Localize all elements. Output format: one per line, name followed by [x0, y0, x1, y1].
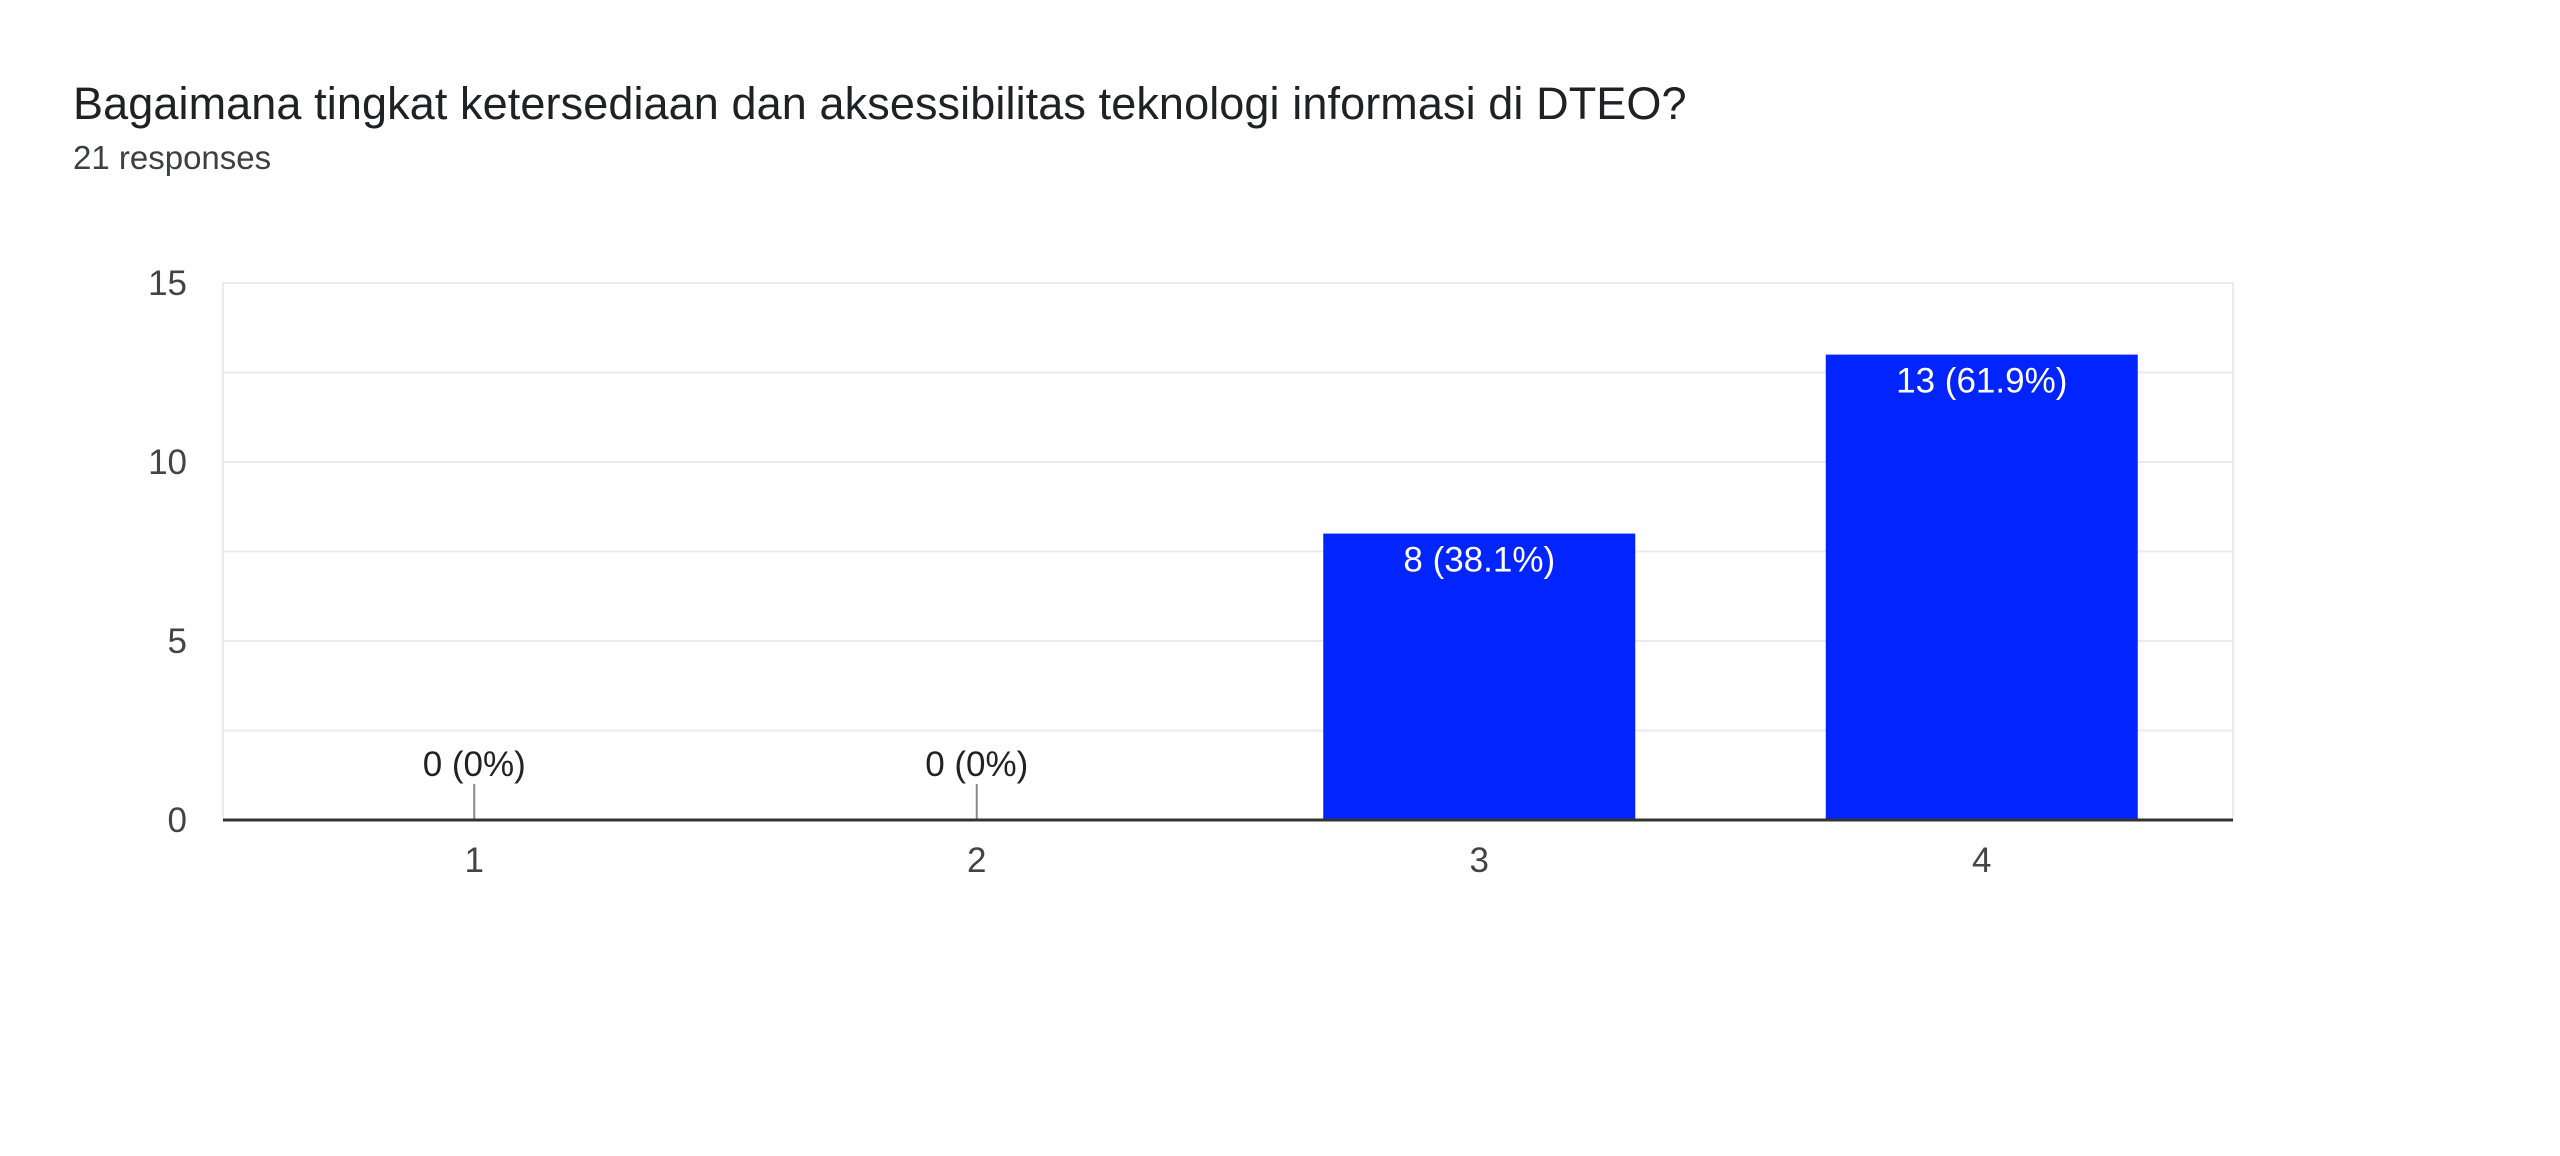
data-label: 0 (0%): [423, 745, 526, 784]
data-label: 13 (61.9%): [1896, 362, 2067, 401]
chart-title: Bagaimana tingkat ketersediaan dan akses…: [73, 78, 1687, 129]
x-tick-label: 2: [967, 841, 986, 880]
x-axis-ticks: 1 2 3 4: [465, 841, 1992, 880]
data-label: 0 (0%): [925, 745, 1028, 784]
bar: [1323, 533, 1636, 820]
y-axis-ticks: 0 5 10 15: [148, 264, 187, 840]
x-tick-label: 1: [465, 841, 484, 880]
x-tick-label: 4: [1972, 841, 1991, 880]
bars: [473, 354, 2138, 820]
y-tick-label: 5: [168, 622, 187, 661]
x-tick-label: 3: [1470, 841, 1489, 880]
data-label: 8 (38.1%): [1403, 541, 1555, 580]
y-tick-label: 10: [148, 443, 187, 482]
y-tick-label: 0: [168, 801, 187, 840]
chart-header: Bagaimana tingkat ketersediaan dan akses…: [73, 72, 1687, 180]
data-labels: 0 (0%) 0 (0%) 8 (38.1%) 13 (61.9%): [423, 362, 2068, 784]
bar: [1825, 354, 2138, 820]
y-tick-label: 15: [148, 264, 187, 303]
response-count: 21 responses: [73, 139, 272, 176]
